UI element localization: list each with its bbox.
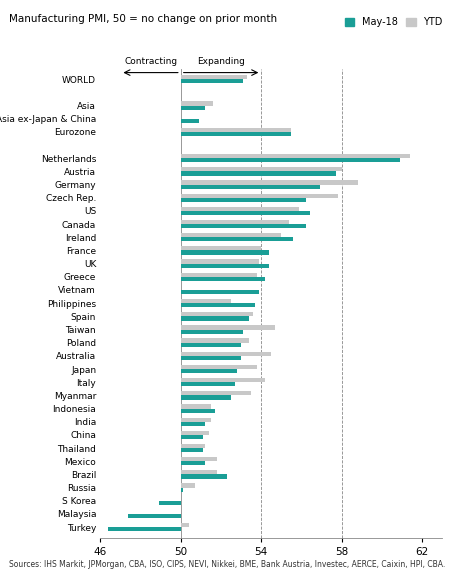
Bar bbox=[180, 422, 204, 426]
Bar bbox=[180, 220, 289, 224]
Bar bbox=[180, 365, 257, 369]
Bar bbox=[180, 312, 253, 316]
Bar bbox=[180, 316, 248, 320]
Text: Expanding: Expanding bbox=[197, 57, 244, 66]
Bar bbox=[180, 233, 281, 237]
Bar bbox=[180, 343, 241, 347]
Bar bbox=[180, 246, 261, 251]
Bar bbox=[180, 273, 257, 277]
Bar bbox=[180, 470, 217, 474]
Bar bbox=[180, 523, 188, 527]
Bar bbox=[180, 101, 212, 105]
Bar bbox=[180, 431, 208, 435]
Bar bbox=[180, 180, 357, 185]
Bar bbox=[180, 185, 319, 189]
Legend: May-18, YTD: May-18, YTD bbox=[340, 13, 445, 31]
Bar bbox=[180, 128, 291, 132]
Bar bbox=[180, 457, 217, 461]
Bar bbox=[180, 356, 241, 360]
Bar bbox=[180, 391, 251, 395]
Bar bbox=[180, 303, 255, 307]
Bar bbox=[180, 260, 259, 264]
Bar bbox=[180, 352, 271, 356]
Bar bbox=[180, 325, 275, 329]
Bar bbox=[180, 75, 247, 79]
Text: Manufacturing PMI, 50 = no change on prior month: Manufacturing PMI, 50 = no change on pri… bbox=[9, 14, 277, 24]
Bar bbox=[158, 501, 180, 505]
Bar bbox=[180, 119, 198, 123]
Bar bbox=[180, 237, 293, 241]
Bar bbox=[180, 206, 299, 211]
Bar bbox=[180, 290, 259, 294]
Bar bbox=[180, 461, 204, 466]
Bar bbox=[180, 444, 204, 448]
Bar bbox=[180, 277, 265, 281]
Bar bbox=[180, 299, 231, 303]
Bar bbox=[180, 154, 409, 158]
Bar bbox=[180, 382, 235, 387]
Bar bbox=[180, 378, 265, 382]
Text: Sources: IHS Markit, JPMorgan, CBA, ISO, CIPS, NEVI, Nikkei, BME, Bank Austria, : Sources: IHS Markit, JPMorgan, CBA, ISO,… bbox=[9, 560, 445, 569]
Bar bbox=[180, 167, 341, 172]
Bar bbox=[180, 158, 399, 162]
Bar bbox=[180, 339, 248, 343]
Bar bbox=[180, 193, 337, 198]
Bar bbox=[180, 487, 182, 492]
Bar bbox=[180, 369, 237, 374]
Bar bbox=[180, 435, 202, 439]
Bar bbox=[180, 132, 291, 136]
Bar bbox=[180, 198, 305, 202]
Bar bbox=[180, 251, 269, 255]
Bar bbox=[180, 408, 214, 413]
Bar bbox=[180, 448, 202, 452]
Text: Contracting: Contracting bbox=[124, 57, 177, 66]
Bar bbox=[180, 483, 194, 487]
Bar bbox=[180, 224, 305, 228]
Bar bbox=[128, 514, 180, 518]
Bar bbox=[180, 211, 309, 215]
Bar bbox=[180, 105, 204, 110]
Bar bbox=[180, 264, 269, 268]
Bar bbox=[180, 418, 211, 422]
Bar bbox=[108, 527, 180, 531]
Bar bbox=[180, 395, 231, 400]
Bar bbox=[180, 474, 227, 479]
Bar bbox=[180, 329, 243, 333]
Bar bbox=[180, 404, 211, 408]
Bar bbox=[180, 172, 335, 176]
Bar bbox=[180, 79, 243, 84]
